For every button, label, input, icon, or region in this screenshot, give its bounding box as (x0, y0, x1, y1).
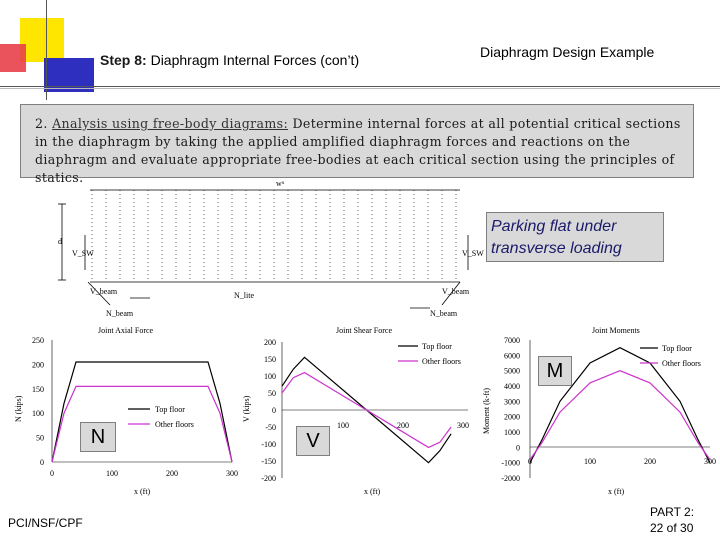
moment-y-tick-label: -2000 (501, 474, 520, 483)
shear-y-tick-label: -100 (261, 440, 276, 449)
shear-legend-top: Top floor (422, 342, 452, 351)
shear-force-chart: Joint Shear Force V (kips) x (ft) 200 150… (242, 326, 469, 496)
axial-y-tick-label: 250 (32, 336, 44, 345)
shear-letter-box: V (296, 426, 330, 456)
shear-y-tick-label: 200 (264, 338, 276, 347)
shear-x-tick-label: 100 (337, 421, 349, 430)
shear-y-tick-label: 50 (268, 389, 276, 398)
axial-y-tick-label: 0 (40, 458, 44, 467)
axial-y-ticks: 250 200 150 100 50 0 (32, 336, 44, 467)
shear-x-tick-label: 300 (457, 421, 469, 430)
nlite-label: N_lite (234, 291, 254, 300)
red-square (0, 44, 26, 72)
shear-x-ticks: 100 200 300 (337, 421, 469, 430)
axial-x-tick-label: 100 (106, 469, 118, 478)
vsw-right-label: V_SW (462, 249, 484, 258)
axial-xlabel: x (ft) (134, 487, 151, 496)
axial-force-chart: Joint Axial Force N (kips) x (ft) 250 200… (14, 326, 238, 496)
vertical-rule (46, 0, 47, 100)
shear-chart-title: Joint Shear Force (336, 326, 392, 335)
footer-page-number: 22 of 30 (650, 521, 694, 535)
axial-legend-top: Top floor (155, 405, 185, 414)
vbeam-left-label: V_beam (90, 287, 118, 296)
axial-y-tick-label: 150 (32, 385, 44, 394)
shear-xlabel: x (ft) (364, 487, 381, 496)
page-title: Step 8: Diaphragm Internal Forces (con’t… (100, 52, 359, 68)
step-number: Step 8: (100, 52, 147, 68)
axial-legend: Top floor Other floors (128, 405, 194, 429)
analysis-box: 2. Analysis using free-body diagrams: De… (20, 104, 694, 185)
moment-y-tick-label: 7000 (504, 336, 520, 345)
axial-x-tick-label: 300 (226, 469, 238, 478)
moment-y-tick-label: 4000 (504, 382, 520, 391)
moment-y-ticks: 7000 6000 5000 4000 3000 2000 1000 0 -1000 -2000 (501, 336, 520, 483)
d-label: d (58, 237, 62, 246)
moment-letter-box: M (538, 356, 572, 386)
footer-page: PART 2: 22 of 30 (650, 504, 694, 536)
w-label: wᵘ (276, 180, 285, 188)
shear-y-tick-label: 0 (272, 406, 276, 415)
shear-legend-other: Other floors (422, 357, 461, 366)
moment-x-tick-label: 200 (644, 457, 656, 466)
axial-other-floors-line (51, 385, 233, 463)
moment-y-tick-label: 0 (516, 443, 520, 452)
moment-chart: Joint Moments Moment (k-ft) x (ft) 7000 6… (482, 326, 716, 496)
example-title: Diaphragm Design Example (480, 44, 655, 60)
horizontal-rule-2 (0, 88, 720, 89)
moment-y-tick-label: 5000 (504, 367, 520, 376)
shear-y-tick-label: 150 (264, 355, 276, 364)
axial-x-ticks: 0 100 200 300 (50, 469, 238, 478)
shear-legend: Top floor Other floors (398, 342, 461, 366)
step-title-text: Diaphragm Internal Forces (con’t) (150, 52, 360, 68)
shear-y-tick-label: -50 (265, 423, 276, 432)
axial-chart-title: Joint Axial Force (98, 326, 154, 335)
axial-y-tick-label: 50 (36, 434, 44, 443)
horizontal-rule (0, 86, 720, 87)
shear-ylabel: V (kips) (242, 395, 251, 422)
analysis-body: Determine internal forces at all potenti… (35, 116, 681, 185)
moment-x-tick-label: 100 (584, 457, 596, 466)
axial-x-tick-label: 200 (166, 469, 178, 478)
nbeam-right-label: N_beam (430, 309, 458, 318)
moment-xlabel: x (ft) (608, 487, 625, 496)
moment-ylabel: Moment (k-ft) (482, 388, 491, 434)
shear-other-floors-line (281, 371, 452, 449)
moment-y-tick-label: -1000 (501, 459, 520, 468)
shear-y-tick-label: 100 (264, 372, 276, 381)
moment-y-tick-label: 6000 (504, 351, 520, 360)
moment-legend-other: Other floors (662, 359, 701, 368)
shear-y-ticks: 200 150 100 50 0 -50 -100 -150 -200 (261, 338, 276, 483)
axial-ylabel: N (kips) (14, 395, 23, 422)
moment-y-tick-label: 2000 (504, 413, 520, 422)
axial-letter-box: N (80, 422, 116, 452)
moment-chart-title: Joint Moments (592, 326, 640, 335)
parking-label: Parking flat under transverse loading (486, 212, 664, 262)
shear-x-tick-label: 200 (397, 421, 409, 430)
axial-y-tick-label: 200 (32, 360, 44, 369)
moment-top-floor-line (529, 347, 711, 463)
footer-credit: PCI/NSF/CPF (8, 516, 83, 530)
vsw-left-label: V_SW (72, 249, 94, 258)
axial-top-floor-line (51, 361, 233, 463)
footer-part: PART 2: (650, 505, 695, 519)
free-body-diagram: wᵘ d V_SW V_SW V_beam V_beam N_beam N_be… (58, 180, 484, 318)
axial-x-tick-label: 0 (50, 469, 54, 478)
analysis-link[interactable]: Analysis using free-body diagrams: (52, 116, 289, 131)
shear-y-tick-label: -200 (261, 474, 276, 483)
moment-legend: Top floor Other floors (640, 344, 701, 368)
header-decoration (0, 0, 720, 100)
moment-y-tick-label: 3000 (504, 397, 520, 406)
analysis-number: 2. (35, 116, 48, 131)
yellow-square (20, 18, 64, 62)
moment-y-tick-label: 1000 (504, 428, 520, 437)
axial-legend-other: Other floors (155, 420, 194, 429)
vbeam-right-label: V_beam (442, 287, 470, 296)
moment-other-floors-line (529, 370, 711, 460)
moment-legend-top: Top floor (662, 344, 692, 353)
axial-y-tick-label: 100 (32, 409, 44, 418)
nbeam-left-label: N_beam (106, 309, 134, 318)
shear-y-tick-label: -150 (261, 457, 276, 466)
